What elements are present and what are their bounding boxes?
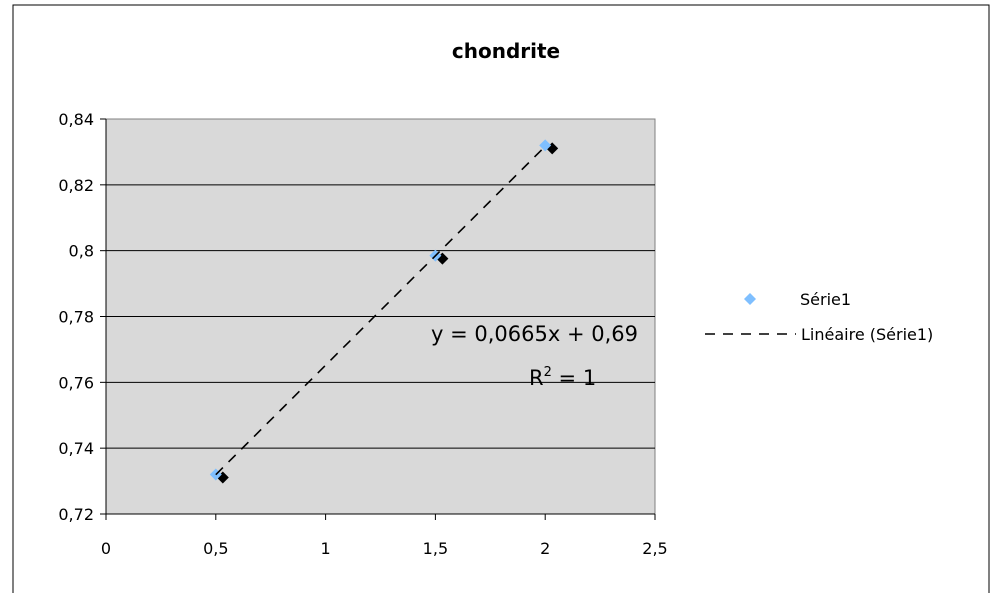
x-tick-label: 2 <box>540 539 550 558</box>
y-tick-label: 0,78 <box>58 308 94 327</box>
x-tick-label: 1,5 <box>423 539 448 558</box>
gridlines <box>106 184 655 449</box>
x-tick-label: 1 <box>321 539 331 558</box>
legend-entry-serie1: Série1 <box>800 290 851 309</box>
x-tick-label: 0 <box>101 539 111 558</box>
x-tick-label: 2,5 <box>642 539 667 558</box>
legend-marker-serie1 <box>744 293 756 305</box>
legend: Série1 Linéaire (Série1) <box>705 290 933 344</box>
data-markers <box>209 139 559 484</box>
data-point <box>539 139 552 152</box>
trendline-r-squared: R2 = 1 <box>529 365 596 390</box>
trendline <box>215 145 546 476</box>
r-squared-suffix: = 1 <box>552 366 596 390</box>
y-tick-label: 0,8 <box>69 242 94 261</box>
y-tick-label: 0,76 <box>58 373 94 392</box>
legend-entry-trendline: Linéaire (Série1) <box>801 325 933 344</box>
x-tick-label: 0,5 <box>203 539 228 558</box>
y-tick-label: 0,74 <box>58 439 94 458</box>
y-tick-label: 0,72 <box>58 505 94 524</box>
trendline-equation: y = 0,0665x + 0,69 <box>431 322 638 346</box>
axes <box>100 118 656 520</box>
trendline-layer <box>215 145 546 476</box>
chart-title: chondrite <box>452 39 560 63</box>
y-tick-label: 0,82 <box>58 176 94 195</box>
y-tick-label: 0,84 <box>58 110 94 129</box>
r-squared-superscript: 2 <box>544 365 552 380</box>
r-squared-prefix: R <box>529 366 544 390</box>
tick-labels: 0,72 0,74 0,76 0,78 0,8 0,82 0,84 0 0,5 1 1,5 2 2,5 <box>58 110 667 558</box>
